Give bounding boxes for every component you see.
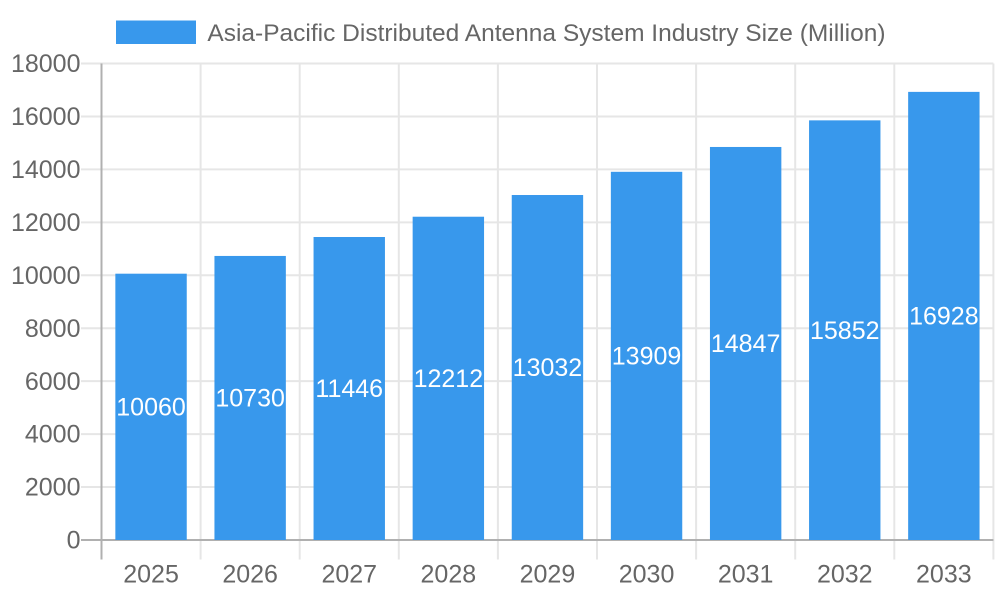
- svg-text:14847: 14847: [711, 330, 781, 358]
- svg-text:18000: 18000: [11, 50, 81, 78]
- svg-text:2000: 2000: [25, 474, 81, 502]
- svg-text:14000: 14000: [11, 156, 81, 184]
- svg-text:2027: 2027: [321, 561, 377, 589]
- svg-text:2032: 2032: [817, 561, 873, 589]
- svg-text:16928: 16928: [909, 303, 979, 331]
- svg-text:16000: 16000: [11, 103, 81, 131]
- svg-text:2031: 2031: [718, 561, 774, 589]
- svg-text:0: 0: [67, 527, 81, 555]
- svg-text:6000: 6000: [25, 368, 81, 396]
- svg-text:15852: 15852: [810, 317, 880, 345]
- svg-text:10730: 10730: [215, 385, 285, 413]
- svg-text:2026: 2026: [222, 561, 278, 589]
- svg-text:10060: 10060: [116, 393, 186, 421]
- svg-text:4000: 4000: [25, 421, 81, 449]
- svg-text:2033: 2033: [916, 561, 972, 589]
- svg-text:10000: 10000: [11, 262, 81, 290]
- svg-text:2030: 2030: [619, 561, 675, 589]
- svg-text:13909: 13909: [612, 343, 682, 371]
- svg-text:Asia-Pacific Distributed Anten: Asia-Pacific Distributed Antenna System …: [207, 20, 885, 47]
- svg-text:8000: 8000: [25, 315, 81, 343]
- svg-text:12000: 12000: [11, 209, 81, 237]
- svg-text:2028: 2028: [421, 561, 477, 589]
- svg-text:11446: 11446: [315, 375, 383, 403]
- svg-text:13032: 13032: [513, 354, 583, 382]
- svg-text:12212: 12212: [414, 365, 484, 393]
- svg-text:2029: 2029: [520, 561, 576, 589]
- svg-text:2025: 2025: [123, 561, 179, 589]
